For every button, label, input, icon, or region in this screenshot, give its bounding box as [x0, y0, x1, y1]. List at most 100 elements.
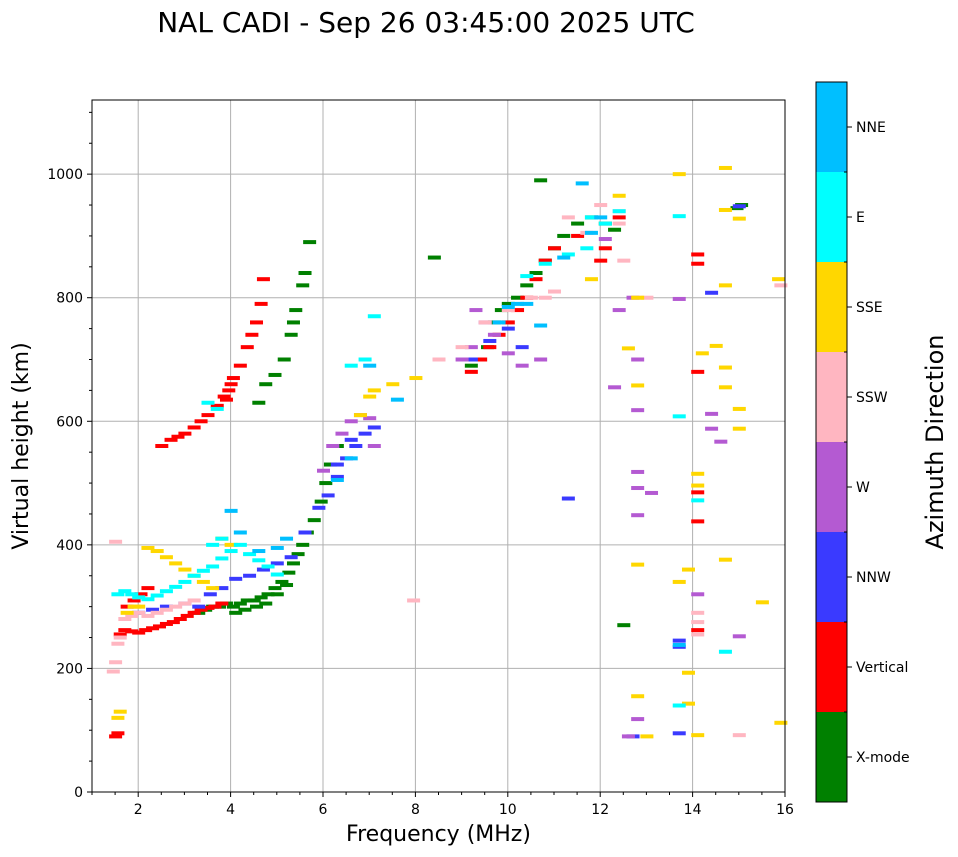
- data-point: [612, 308, 626, 313]
- data-point: [224, 382, 238, 387]
- x-tick-label: 16: [776, 802, 794, 818]
- data-point: [270, 545, 284, 550]
- data-point: [501, 308, 515, 313]
- data-point: [640, 734, 654, 739]
- data-point: [330, 462, 344, 467]
- data-point: [254, 301, 268, 306]
- data-point: [344, 456, 358, 461]
- colorbar-swatch: [816, 262, 847, 352]
- data-point: [141, 597, 155, 602]
- data-point: [298, 271, 312, 275]
- data-point: [672, 579, 686, 584]
- data-point: [206, 586, 220, 591]
- data-point: [150, 549, 164, 554]
- colorbar-tick-label: SSW: [856, 390, 888, 406]
- data-point: [233, 530, 247, 535]
- data-point: [464, 345, 478, 350]
- data-point: [146, 626, 160, 631]
- data-point: [259, 382, 273, 387]
- data-point: [594, 203, 608, 208]
- data-point: [245, 332, 259, 337]
- data-point: [150, 593, 164, 598]
- data-point: [139, 628, 153, 633]
- colorbar-swatch: [816, 442, 847, 532]
- data-point: [548, 246, 561, 251]
- data-point: [772, 277, 786, 282]
- data-point: [118, 628, 132, 633]
- data-point: [501, 326, 515, 331]
- data-point: [254, 595, 268, 600]
- colorbar-tick-label: SSE: [856, 300, 883, 316]
- data-point: [672, 172, 686, 177]
- data-point: [672, 703, 686, 708]
- data-point: [215, 601, 229, 606]
- colorbar-tick-label: X-mode: [856, 750, 910, 766]
- data-point: [118, 617, 132, 621]
- data-point: [584, 277, 598, 282]
- series-vertical: [109, 215, 705, 739]
- data-point: [224, 549, 238, 554]
- data-point: [534, 178, 548, 183]
- data-point: [233, 601, 247, 606]
- data-point: [631, 486, 645, 491]
- data-point: [298, 530, 312, 535]
- data-point: [631, 717, 645, 722]
- data-point: [169, 561, 183, 566]
- data-point: [691, 628, 705, 633]
- data-point: [529, 277, 543, 282]
- data-point: [557, 233, 571, 238]
- data-point: [127, 598, 141, 603]
- data-point: [111, 731, 125, 736]
- data-point: [478, 320, 492, 325]
- y-tick-label: 400: [56, 538, 83, 554]
- data-point: [474, 357, 488, 362]
- data-point: [159, 607, 173, 612]
- data-point: [575, 181, 589, 186]
- x-axis: 2 4 6 8 10 12 14 16: [91, 792, 794, 818]
- data-point: [617, 258, 631, 263]
- data-point: [358, 357, 372, 362]
- colorbar-tick-label: E: [856, 210, 865, 226]
- data-point: [349, 444, 363, 448]
- data-point: [487, 332, 501, 337]
- data-point: [520, 301, 534, 306]
- data-point: [538, 261, 552, 266]
- data-point: [494, 308, 508, 313]
- data-point: [180, 613, 194, 618]
- data-point: [367, 314, 381, 319]
- colorbar-tick-label: NNE: [856, 120, 886, 136]
- data-point: [732, 204, 746, 209]
- data-point: [312, 505, 326, 510]
- data-point: [201, 400, 215, 405]
- data-point: [455, 357, 469, 362]
- x-tick-label: 10: [499, 802, 517, 818]
- data-point: [691, 519, 705, 524]
- data-point: [120, 610, 134, 615]
- data-point: [612, 193, 626, 198]
- data-point: [203, 592, 217, 597]
- data-point: [691, 610, 705, 615]
- data-point: [109, 734, 123, 739]
- data-point: [187, 425, 201, 430]
- data-point: [608, 385, 622, 390]
- data-point: [571, 233, 585, 238]
- data-point: [538, 295, 552, 300]
- data-point: [774, 720, 788, 725]
- data-point: [192, 604, 206, 609]
- data-point: [289, 308, 303, 313]
- data-point: [201, 605, 215, 610]
- data-point: [511, 308, 525, 313]
- data-point: [353, 413, 367, 418]
- data-point: [250, 604, 264, 609]
- data-point: [210, 403, 224, 408]
- data-point: [296, 283, 310, 288]
- colorbar-swatch: [816, 532, 847, 622]
- data-point: [277, 357, 291, 362]
- data-point: [363, 363, 377, 368]
- y-tick-label: 800: [56, 291, 83, 307]
- data-point: [524, 295, 538, 300]
- data-point: [317, 468, 330, 473]
- data-point: [612, 221, 626, 226]
- data-point: [520, 274, 534, 279]
